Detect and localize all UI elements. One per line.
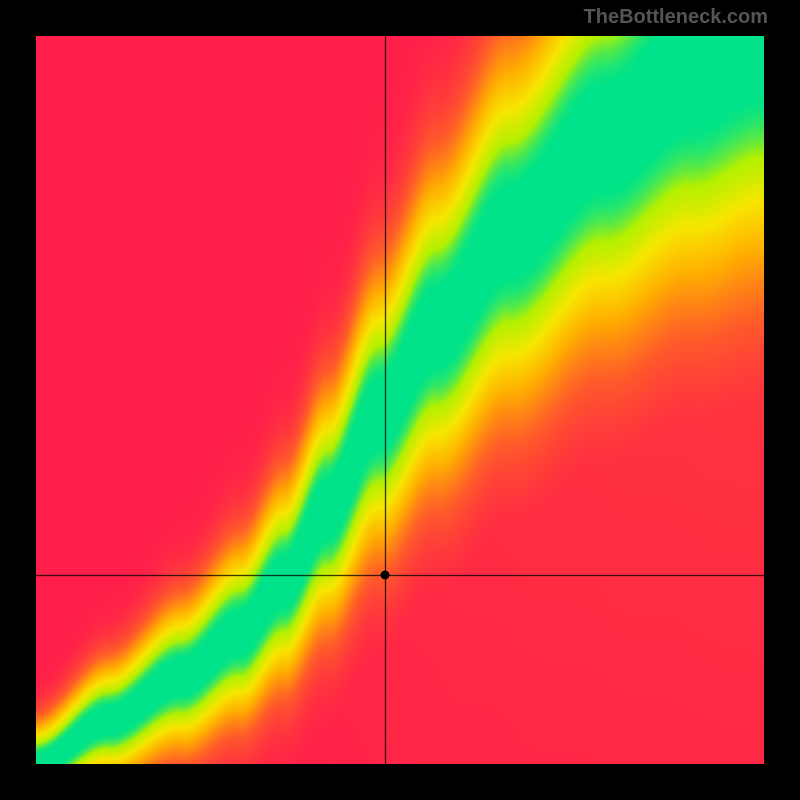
plot-area	[36, 36, 764, 764]
heatmap-canvas	[36, 36, 764, 764]
chart-container: TheBottleneck.com	[0, 0, 800, 800]
watermark-text: TheBottleneck.com	[584, 6, 768, 29]
crosshair-marker	[381, 570, 390, 579]
